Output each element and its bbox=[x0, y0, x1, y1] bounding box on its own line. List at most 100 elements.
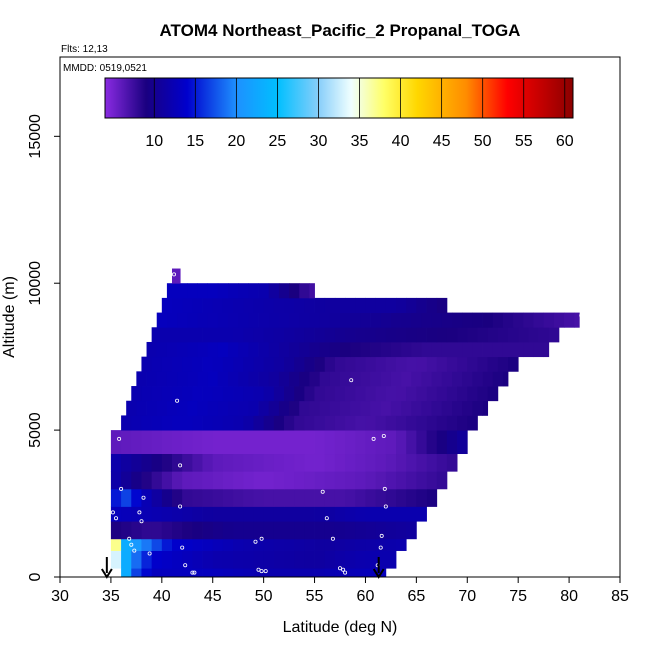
curtain-cell bbox=[177, 283, 188, 299]
curtain-cell bbox=[533, 341, 545, 358]
curtain-cell bbox=[278, 371, 290, 387]
curtain-cell bbox=[314, 297, 326, 313]
curtain-cell bbox=[355, 386, 366, 402]
curtain-cell bbox=[401, 312, 412, 328]
curtain-layer bbox=[141, 356, 519, 372]
colorbar-tick-label: 45 bbox=[433, 133, 451, 150]
sample-marker bbox=[190, 570, 195, 575]
curtain-cell bbox=[121, 568, 132, 578]
curtain-cell bbox=[161, 521, 173, 540]
curtain-cell bbox=[487, 386, 499, 402]
curtain-cell bbox=[502, 312, 514, 328]
curtain-cell bbox=[212, 568, 224, 578]
curtain-cell bbox=[253, 471, 265, 490]
curtain-cell bbox=[121, 521, 132, 540]
curtain-layer bbox=[126, 400, 489, 416]
curtain-cell bbox=[324, 327, 336, 343]
sample-marker bbox=[579, 313, 584, 318]
curtain-cell bbox=[467, 415, 478, 431]
colorbar-tick-label: 50 bbox=[474, 133, 492, 150]
curtain-cell bbox=[212, 297, 224, 313]
curtain-cell bbox=[222, 521, 234, 540]
curtain-cell bbox=[416, 488, 427, 507]
curtain-layer bbox=[161, 297, 448, 313]
curtain-cell bbox=[172, 506, 183, 522]
x-tick-label: 75 bbox=[509, 588, 527, 605]
curtain-cell bbox=[385, 471, 397, 490]
curtain-cell bbox=[299, 283, 310, 299]
curtain-cell bbox=[462, 341, 473, 358]
y-tick-label: 10000 bbox=[27, 261, 44, 306]
curtain-cell bbox=[294, 415, 305, 431]
curtain-cell bbox=[462, 371, 473, 387]
curtain-cell bbox=[217, 371, 229, 387]
curtain-cell bbox=[334, 297, 346, 313]
curtain-cell bbox=[370, 400, 382, 416]
curtain-cell bbox=[324, 506, 336, 522]
curtain-cell bbox=[355, 538, 366, 551]
curtain-cell bbox=[212, 453, 224, 472]
curtain-cell bbox=[131, 430, 142, 455]
curtain-cell bbox=[253, 550, 265, 569]
curtain-cell bbox=[324, 568, 336, 578]
colorbar-tick-label: 30 bbox=[310, 133, 328, 150]
curtain-cell bbox=[385, 506, 397, 522]
sample-marker bbox=[382, 486, 387, 491]
curtain-cell bbox=[406, 356, 417, 372]
curtain-cell bbox=[350, 400, 361, 416]
curtain-cell bbox=[324, 488, 336, 507]
curtain-cell bbox=[141, 568, 153, 578]
curtain-cell bbox=[273, 538, 285, 551]
curtain-cell bbox=[314, 471, 326, 490]
curtain-cell bbox=[161, 471, 173, 490]
x-tick-label: 30 bbox=[51, 588, 69, 605]
curtain-cell bbox=[390, 312, 402, 328]
curtain-cell bbox=[345, 568, 356, 578]
curtain-cell bbox=[177, 341, 188, 358]
curtain-cell bbox=[457, 327, 468, 343]
curtain-cell bbox=[385, 415, 397, 431]
plot-frame bbox=[59, 56, 621, 578]
curtain-cell bbox=[273, 356, 285, 372]
curtain-cell bbox=[228, 371, 239, 387]
curtain-cell bbox=[161, 506, 173, 522]
curtain-cell bbox=[334, 356, 346, 372]
curtain-cell bbox=[217, 283, 229, 299]
curtain-cell bbox=[110, 471, 122, 490]
curtain-cell bbox=[141, 538, 153, 551]
curtain-cell bbox=[131, 506, 142, 522]
curtain-cell bbox=[299, 400, 310, 416]
curtain-cell bbox=[222, 430, 234, 455]
curtain-cell bbox=[380, 400, 392, 416]
curtain-cell bbox=[492, 371, 504, 387]
curtain-cell bbox=[212, 356, 224, 372]
colorbar-tick-label: 20 bbox=[227, 133, 245, 150]
curtain-cell bbox=[172, 538, 183, 551]
curtain-cell bbox=[375, 430, 387, 455]
curtain-cell bbox=[294, 506, 305, 522]
curtain-cell bbox=[385, 297, 397, 313]
curtain-cell bbox=[243, 297, 254, 313]
curtain-cell bbox=[319, 312, 331, 328]
curtain-cell bbox=[390, 371, 402, 387]
curtain-cell bbox=[182, 327, 193, 343]
curtain-cell bbox=[207, 283, 219, 299]
curtain-cell bbox=[151, 488, 163, 507]
curtain-cell bbox=[513, 312, 524, 328]
curtain-cell bbox=[146, 371, 158, 387]
x-tick-label: 40 bbox=[153, 588, 171, 605]
curtain-cell bbox=[192, 415, 203, 431]
curtain-cell bbox=[182, 521, 193, 540]
curtain-cell bbox=[380, 341, 392, 358]
curtain-cell bbox=[131, 415, 142, 431]
curtain-cell bbox=[436, 327, 448, 343]
curtain-cell bbox=[518, 327, 529, 343]
curtain-cell bbox=[217, 341, 229, 358]
curtain-cell bbox=[426, 415, 438, 431]
sample-marker bbox=[183, 563, 188, 568]
curtain-cell bbox=[334, 538, 346, 551]
colorbar-gradient bbox=[104, 77, 574, 119]
curtain-cell bbox=[446, 327, 458, 343]
curtain-cell bbox=[197, 341, 209, 358]
curtain-cell bbox=[304, 488, 315, 507]
